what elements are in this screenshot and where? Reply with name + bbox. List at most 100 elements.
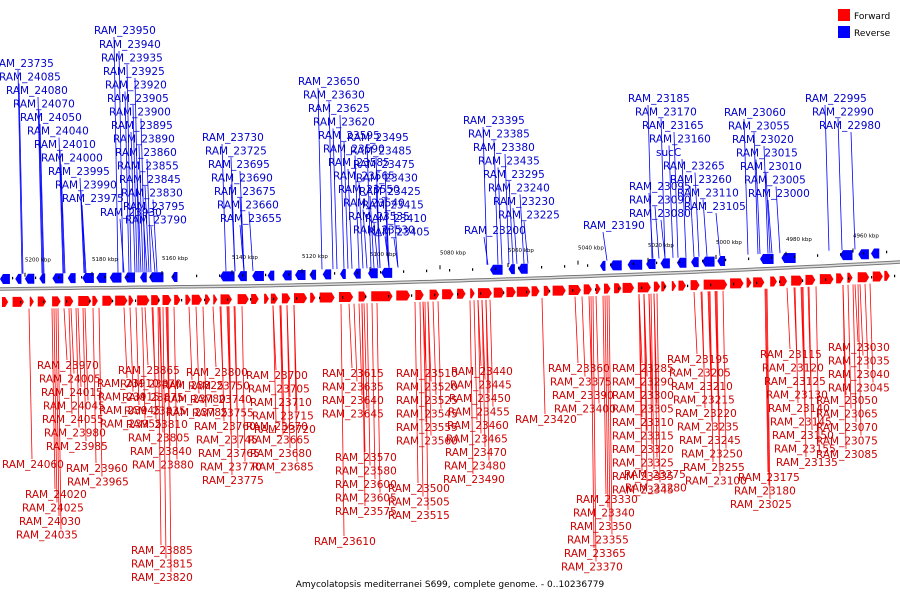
reverse-leader (482, 126, 488, 265)
axis-minor-tick (20, 300, 22, 304)
axis-minor-tick (227, 298, 229, 301)
axis-minor-tick (633, 262, 635, 266)
forward-leader (693, 291, 698, 355)
axis-minor-tick (886, 250, 888, 254)
axis-tick-label: 5160 kbp (162, 256, 188, 262)
forward-gene-label: RAM_23370 (561, 562, 623, 574)
reverse-feature-arrow (67, 273, 76, 284)
forward-gene-label: RAM_23180 (734, 486, 796, 498)
forward-feature-arrow (847, 272, 853, 283)
reverse-leader (152, 199, 158, 273)
reverse-gene-label: RAM_23725 (205, 146, 267, 158)
forward-feature-arrow (415, 289, 424, 300)
axis-minor-tick (81, 276, 83, 279)
forward-gene-label: RAM_23360 (548, 363, 610, 375)
reverse-leader (753, 132, 759, 255)
genome-axis (0, 260, 900, 291)
forward-leader (28, 308, 33, 460)
forward-gene-label: RAM_23500 (388, 483, 450, 495)
forward-labels: RAM_23970RAM_24005RAM_24015RAM_24045RAM_… (2, 342, 890, 584)
forward-gene-label: RAM_23400 (554, 404, 616, 416)
forward-gene-label: RAM_23875 (122, 392, 184, 404)
reverse-gene-label: RAM_23430 (356, 173, 418, 185)
axis-minor-tick (58, 276, 60, 279)
forward-gene-label: RAM_23815 (131, 559, 193, 571)
forward-gene-label: RAM_23220 (675, 408, 737, 420)
reverse-gene-label: RAM_23475 (353, 159, 415, 171)
forward-feature-arrow (470, 288, 475, 299)
reverse-leader (837, 118, 843, 251)
forward-gene-label: RAM_23455 (448, 407, 510, 419)
forward-gene-label: RAM_23520 (396, 382, 458, 394)
forward-gene-label: RAM_23145 (770, 417, 832, 429)
forward-leader (437, 301, 442, 409)
reverse-feature-arrow (24, 273, 35, 284)
forward-gene-label: RAM_23880 (132, 460, 194, 472)
reverse-feature-arrow (660, 258, 670, 269)
forward-leader (162, 307, 167, 559)
forward-gene-label: RAM_23280 (625, 483, 687, 495)
reverse-feature-arrow (267, 270, 275, 281)
reverse-feature-arrow (340, 268, 346, 279)
forward-gene-label: RAM_24015 (41, 387, 103, 399)
axis-minor-tick (664, 285, 666, 289)
forward-leader (708, 291, 713, 422)
reverse-leader (317, 87, 323, 270)
axis-ticks: 5200 kbp 5180 kbp 5160 kbp 5140 kbp 5120 kbp… (12, 233, 896, 304)
axis-tick-label: 5040 kbp (578, 246, 604, 252)
axis-minor-tick (817, 254, 819, 257)
forward-gene-label: RAM_23120 (762, 363, 824, 375)
forward-feature-arrow (690, 280, 700, 291)
reverse-leader (660, 118, 666, 259)
axis-minor-tick (135, 299, 137, 302)
forward-gene-label: RAM_23945 (99, 405, 161, 417)
forward-gene-label: RAM_23505 (388, 497, 450, 509)
forward-leader (202, 306, 207, 408)
forward-feature-arrow (270, 293, 278, 304)
forward-leader (801, 287, 806, 417)
forward-leader (82, 307, 87, 442)
reverse-gene-label: RAM_23165 (642, 120, 704, 132)
axis-minor-tick (219, 274, 221, 277)
reverse-gene-label: RAM_23975 (62, 193, 124, 205)
forward-gene-label: RAM_23705 (248, 384, 310, 396)
forward-feature-arrow (671, 280, 677, 291)
reverse-gene-label: RAM_23690 (211, 173, 273, 185)
reverse-leader (113, 36, 119, 273)
reverse-gene-label: RAM_23060 (724, 107, 786, 119)
forward-feature-arrow (604, 283, 611, 294)
axis-minor-tick (434, 293, 436, 297)
reverse-leader (347, 168, 353, 269)
forward-gene-label: RAM_23345 (612, 485, 674, 497)
forward-gene-label: RAM_23965 (67, 477, 129, 489)
forward-leader (141, 307, 146, 419)
forward-feature-arrow (115, 295, 128, 306)
forward-gene-label: RAM_24030 (19, 516, 81, 528)
axis-minor-tick (503, 291, 505, 295)
forward-leader (794, 287, 799, 404)
reverse-gene-label: RAM_23000 (748, 188, 810, 200)
reverse-leader (689, 185, 695, 258)
reverse-gene-label: RAM_23530 (353, 225, 415, 237)
reverse-feature-arrow (871, 248, 880, 259)
forward-feature-arrow (678, 280, 686, 291)
forward-leader (195, 306, 200, 394)
legend-forward-label: Forward (854, 12, 890, 22)
forward-gene-label: RAM_23445 (450, 380, 512, 392)
reverse-feature-arrow (0, 274, 10, 284)
reverse-leader (763, 145, 769, 254)
forward-leader (638, 294, 643, 472)
reverse-feature-arrow (600, 260, 606, 271)
forward-leader (241, 306, 246, 462)
reverse-leader (702, 199, 708, 257)
forward-gene-label: RAM_23775 (202, 475, 264, 487)
forward-gene-label: RAM_23755 (192, 408, 254, 420)
reverse-gene-label: RAM_23900 (109, 107, 171, 119)
reverse-leader (39, 123, 45, 274)
axis-minor-tick (311, 272, 313, 276)
reverse-feature-arrow (252, 270, 264, 281)
reverse-gene-label: RAM_23590 (323, 144, 385, 156)
forward-gene-label: RAM_24055 (42, 414, 104, 426)
reverse-gene-label: RAM_23295 (483, 169, 545, 181)
forward-gene-label: RAM_23205 (669, 368, 731, 380)
